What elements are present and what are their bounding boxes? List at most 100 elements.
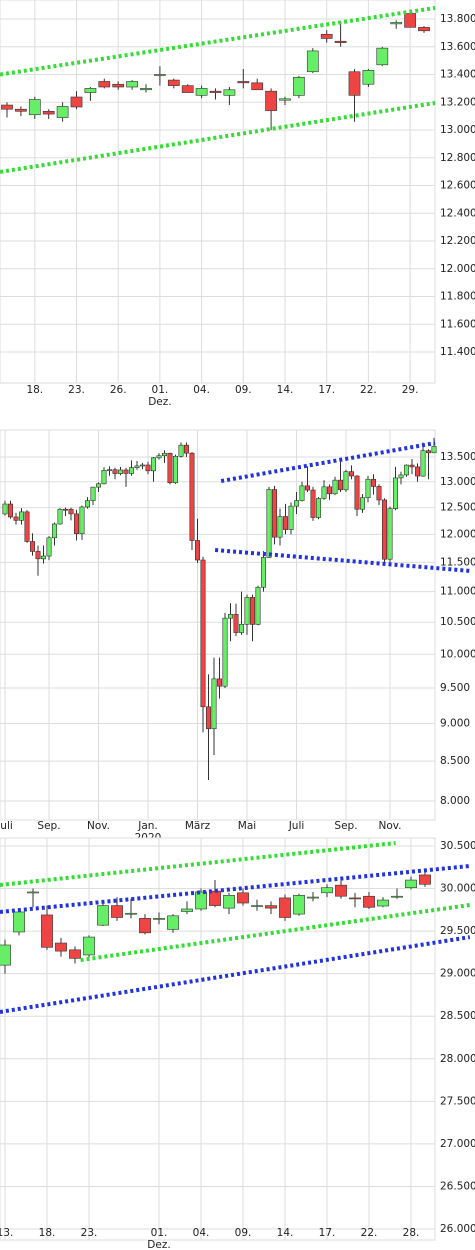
- candle-body: [112, 83, 125, 88]
- candle-body: [42, 110, 55, 115]
- candle-body: [189, 452, 195, 541]
- candle-body: [418, 27, 430, 32]
- candle-body: [271, 489, 277, 538]
- candle-body: [228, 614, 234, 619]
- candle-body: [195, 891, 207, 910]
- candle-body: [156, 455, 162, 459]
- candle-body: [279, 98, 291, 101]
- y-tick-label: 11.500: [440, 556, 475, 568]
- candle-body: [315, 498, 321, 518]
- candle-body: [70, 96, 83, 108]
- x-tick-label: 26.: [110, 384, 127, 396]
- candle-body: [381, 499, 387, 560]
- x-tick-label: 28.: [403, 1227, 420, 1239]
- candle-body: [391, 895, 403, 898]
- candle-body: [145, 464, 151, 472]
- candle-body: [376, 47, 389, 66]
- candle-body: [151, 457, 157, 472]
- trend-line: [0, 841, 396, 887]
- candle-body: [125, 912, 137, 915]
- y-tick-label: 26.000: [440, 1223, 475, 1235]
- candle-body: [321, 887, 333, 894]
- candle-body: [237, 892, 249, 904]
- candle-body: [15, 108, 27, 112]
- candle-body: [84, 88, 97, 93]
- candle-body: [337, 479, 343, 491]
- candle-body: [387, 508, 393, 560]
- candle-body: [1, 104, 13, 110]
- candle-body: [62, 508, 68, 511]
- trend-line: [0, 5, 436, 77]
- candle-body: [222, 617, 228, 687]
- x-tick-label: Juli: [288, 820, 305, 832]
- x-tick-sublabel: Dez.: [147, 1239, 170, 1250]
- candle-body: [392, 477, 398, 509]
- candle-body: [233, 614, 239, 633]
- candle-body: [348, 71, 361, 96]
- candle-body: [223, 89, 236, 96]
- y-tick-label: 12.500: [440, 502, 475, 514]
- y-tick-label: 8.000: [440, 795, 470, 807]
- candle-body: [266, 489, 272, 558]
- y-tick-label: 8.500: [440, 755, 470, 767]
- candle-body: [293, 76, 305, 96]
- candle-body: [409, 464, 415, 468]
- x-tick-label: 22.: [360, 384, 377, 396]
- candle-body: [13, 911, 25, 933]
- candle-body: [27, 891, 39, 894]
- trend-line: [214, 548, 470, 573]
- candle-body: [56, 106, 69, 118]
- candle-body: [343, 471, 349, 491]
- candle-body: [8, 503, 14, 518]
- candle-body: [414, 466, 420, 477]
- candle-body: [85, 500, 91, 508]
- candle-body: [112, 469, 118, 474]
- x-tick-label: März: [185, 820, 211, 832]
- x-tick-label: Juli: [0, 820, 13, 832]
- y-tick-label: 12.400: [440, 207, 475, 219]
- candle-body: [206, 706, 212, 730]
- candle-body: [320, 33, 333, 39]
- y-tick-label: 11.400: [440, 346, 475, 358]
- x-tick-label: 01.: [151, 1227, 168, 1239]
- candle-body: [167, 915, 179, 930]
- candle-body: [398, 474, 404, 479]
- candle-body: [98, 81, 111, 88]
- x-tick-label: Mai: [238, 820, 256, 832]
- x-tick-label: Sep.: [334, 820, 357, 832]
- candle-body: [425, 450, 431, 454]
- candle-body: [265, 905, 277, 909]
- y-tick-label: 28.500: [440, 1010, 475, 1022]
- candle-body: [237, 81, 250, 84]
- candle-body: [55, 942, 67, 952]
- x-tick-label: 13.: [0, 1227, 13, 1239]
- candle-body: [181, 908, 193, 912]
- candle-body: [334, 40, 347, 43]
- trend-line: [220, 441, 436, 483]
- y-tick-label: 30.000: [440, 883, 475, 895]
- x-tick-label: Nov.: [87, 820, 110, 832]
- y-tick-label: 10.000: [440, 648, 475, 660]
- y-tick-label: 13.200: [440, 96, 475, 108]
- candle-body: [288, 505, 294, 530]
- candle-body: [123, 469, 129, 474]
- candle-body: [178, 444, 184, 457]
- candle-body: [118, 469, 124, 474]
- candle-body: [279, 897, 291, 918]
- candle-body: [79, 506, 85, 535]
- candle-body: [134, 465, 140, 468]
- x-tick-label: 18.: [26, 384, 43, 396]
- x-tick-label: 09.: [235, 384, 252, 396]
- candle-body: [260, 557, 266, 588]
- candle-body: [250, 597, 256, 625]
- candle-body: [403, 464, 409, 476]
- y-tick-label: 10.500: [440, 616, 475, 628]
- candle-body: [57, 508, 63, 525]
- candle-body: [24, 511, 30, 542]
- candle-body: [46, 537, 52, 557]
- candle-body: [239, 623, 245, 633]
- candle-body: [68, 508, 74, 515]
- x-tick-label: 01.: [152, 384, 169, 396]
- candle-body: [277, 516, 283, 538]
